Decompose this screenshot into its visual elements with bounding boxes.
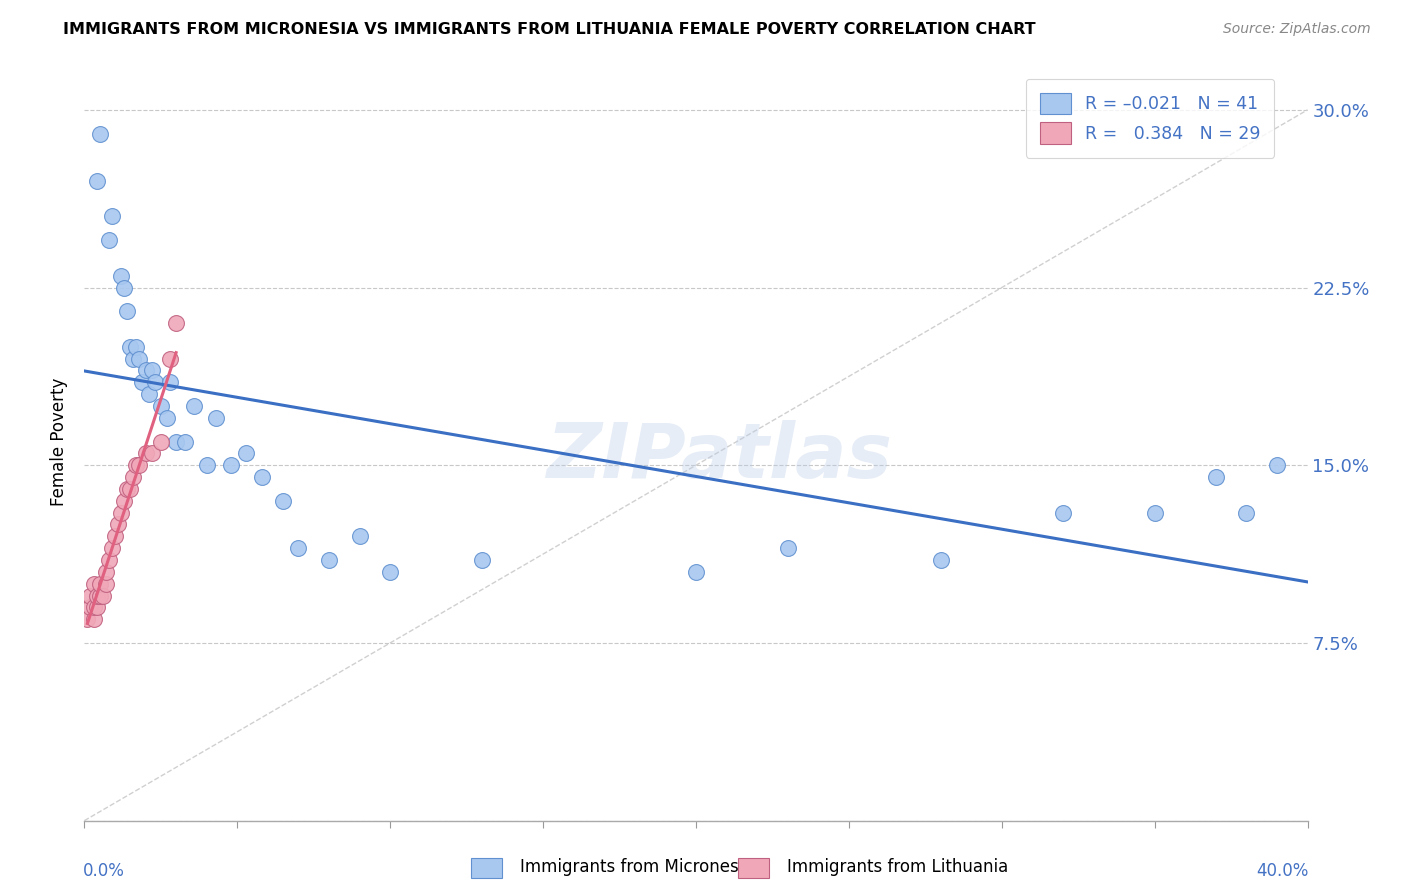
Point: [1205, 470, 1227, 484]
Point: [929, 553, 952, 567]
Point: [94, 565, 117, 579]
Point: [110, 268, 132, 283]
Point: [471, 553, 494, 567]
Point: [318, 553, 340, 567]
Point: [174, 434, 197, 449]
Point: [94, 576, 117, 591]
Point: [125, 340, 148, 354]
Point: [91, 589, 114, 603]
Point: [128, 351, 150, 366]
Text: 0.0%: 0.0%: [83, 863, 125, 880]
Point: [101, 541, 124, 556]
Point: [349, 529, 371, 543]
Point: [89, 576, 111, 591]
Point: [235, 446, 257, 460]
Point: [128, 458, 150, 473]
Point: [219, 458, 242, 473]
Point: [79, 600, 101, 615]
Point: [165, 434, 187, 449]
Text: Immigrants from Micronesia: Immigrants from Micronesia: [520, 858, 754, 876]
Point: [83, 612, 105, 626]
Point: [159, 376, 181, 390]
Point: [159, 351, 181, 366]
Point: [141, 363, 163, 377]
Point: [115, 304, 138, 318]
Point: [141, 446, 163, 460]
Point: [86, 600, 108, 615]
Point: [122, 470, 145, 484]
Point: [86, 174, 108, 188]
Point: [149, 399, 172, 413]
Point: [125, 458, 148, 473]
Legend: R = –0.021   N = 41, R =   0.384   N = 29: R = –0.021 N = 41, R = 0.384 N = 29: [1026, 78, 1274, 158]
Point: [156, 410, 179, 425]
Point: [287, 541, 309, 556]
Point: [205, 410, 228, 425]
Text: Source: ZipAtlas.com: Source: ZipAtlas.com: [1223, 22, 1371, 37]
Point: [112, 280, 135, 294]
Point: [89, 127, 111, 141]
Point: [131, 376, 153, 390]
Point: [101, 210, 124, 224]
Point: [143, 376, 166, 390]
Text: ZIPatlas: ZIPatlas: [547, 420, 893, 493]
Point: [138, 387, 160, 401]
Point: [149, 434, 172, 449]
Point: [83, 600, 105, 615]
Point: [115, 482, 138, 496]
Point: [76, 612, 98, 626]
Point: [1052, 506, 1074, 520]
Point: [97, 233, 120, 247]
Point: [79, 589, 101, 603]
Point: [250, 470, 273, 484]
Point: [1265, 458, 1288, 473]
Point: [380, 565, 402, 579]
Point: [97, 553, 120, 567]
Point: [110, 506, 132, 520]
Point: [122, 351, 145, 366]
Point: [135, 363, 157, 377]
Text: Immigrants from Lithuania: Immigrants from Lithuania: [787, 858, 1008, 876]
Point: [776, 541, 799, 556]
Text: IMMIGRANTS FROM MICRONESIA VS IMMIGRANTS FROM LITHUANIA FEMALE POVERTY CORRELATI: IMMIGRANTS FROM MICRONESIA VS IMMIGRANTS…: [63, 22, 1036, 37]
Point: [1236, 506, 1258, 520]
Point: [271, 493, 294, 508]
Point: [685, 565, 707, 579]
Point: [165, 316, 187, 330]
Y-axis label: Female Poverty: Female Poverty: [51, 377, 69, 506]
Point: [1143, 506, 1166, 520]
Point: [120, 340, 142, 354]
Point: [135, 446, 157, 460]
Point: [107, 517, 129, 532]
Point: [89, 589, 111, 603]
Point: [120, 482, 142, 496]
Point: [83, 576, 105, 591]
Text: 40.0%: 40.0%: [1257, 863, 1309, 880]
Point: [86, 589, 108, 603]
Point: [112, 493, 135, 508]
Point: [195, 458, 218, 473]
Point: [183, 399, 205, 413]
Point: [104, 529, 127, 543]
